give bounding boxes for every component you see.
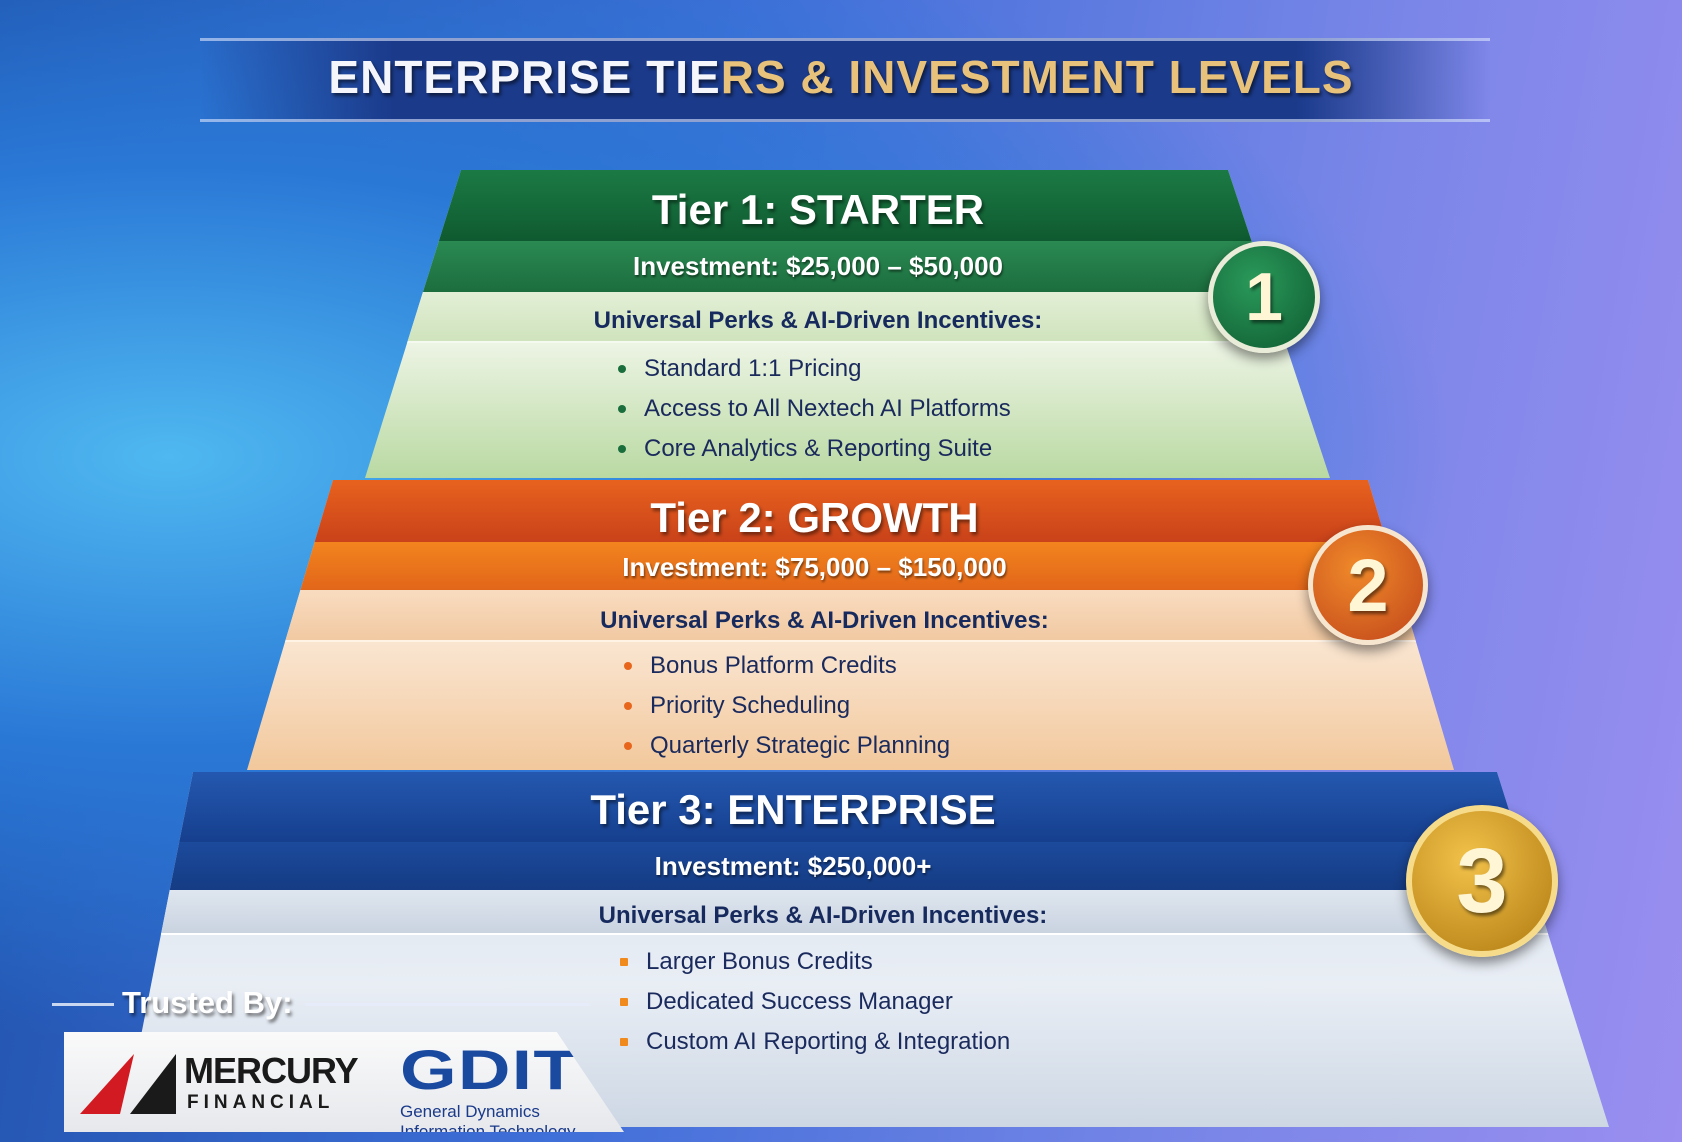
page-title: ENTERPRISE TIERS & INVESTMENT LEVELS	[328, 51, 1354, 103]
title-banner	[200, 38, 1490, 122]
perk-item: Access to All Nextech AI Platforms	[618, 389, 1011, 429]
tier-3-perks-list: Larger Bonus Credits Dedicated Success M…	[620, 942, 1010, 1062]
bullet-icon	[624, 702, 632, 710]
divider	[305, 1003, 590, 1006]
tier-2	[247, 480, 1454, 770]
tier-3-number-badge: 3	[1406, 805, 1558, 957]
perk-item: Core Analytics & Reporting Suite	[618, 429, 1011, 469]
tier-1-number-badge: 1	[1208, 241, 1320, 353]
tier-1-perks-list: Standard 1:1 Pricing Access to All Nexte…	[618, 349, 1011, 469]
tier-1	[365, 170, 1330, 478]
tier-2-perks-list: Bonus Platform Credits Priority Scheduli…	[624, 646, 950, 766]
perk-item: Custom AI Reporting & Integration	[620, 1022, 1010, 1062]
bullet-icon	[620, 998, 628, 1006]
tier-2-title: Tier 2: GROWTH	[650, 494, 979, 541]
tier-2-investment: Investment: $75,000 – $150,000	[622, 552, 1007, 582]
trusted-by-label: Trusted By:	[122, 985, 293, 1020]
bullet-icon	[618, 365, 626, 373]
mercury-logo-mark-icon	[80, 1054, 176, 1114]
perk-item: Quarterly Strategic Planning	[624, 726, 950, 766]
tier-2-perks-heading: Universal Perks & AI-Driven Incentives:	[600, 607, 1049, 634]
tier-1-title: Tier 1: STARTER	[651, 186, 985, 233]
mercury-logo-text: MERCURY	[184, 1050, 359, 1091]
bullet-icon	[620, 1038, 628, 1046]
tier-3-title: Tier 3: ENTERPRISE	[590, 786, 996, 833]
bullet-icon	[618, 405, 626, 413]
perk-item: Standard 1:1 Pricing	[618, 349, 1011, 389]
gdit-logo-subtext: General Dynamics Information Technology	[400, 1102, 576, 1141]
tier-3-investment: Investment: $250,000+	[654, 851, 932, 881]
gdit-logo: GDIT	[400, 1038, 580, 1101]
tier-1-investment: Investment: $25,000 – $50,000	[632, 251, 1004, 281]
tier-2-number-badge: 2	[1308, 525, 1428, 645]
mercury-logo-subtext: FINANCIAL	[187, 1092, 335, 1113]
bullet-icon	[618, 445, 626, 453]
bullet-icon	[624, 662, 632, 670]
tier-1-perks-heading: Universal Perks & AI-Driven Incentives:	[593, 307, 1043, 334]
divider	[52, 1003, 114, 1006]
bullet-icon	[624, 742, 632, 750]
perk-item: Dedicated Success Manager	[620, 982, 1010, 1022]
client-logos: MERCURY FINANCIAL GDIT General Dynamics …	[64, 1032, 624, 1132]
tier-3-perks-heading: Universal Perks & AI-Driven Incentives:	[598, 902, 1048, 929]
bullet-icon	[620, 958, 628, 966]
perk-item: Bonus Platform Credits	[624, 646, 950, 686]
perk-item: Priority Scheduling	[624, 686, 950, 726]
perk-item: Larger Bonus Credits	[620, 942, 1010, 982]
